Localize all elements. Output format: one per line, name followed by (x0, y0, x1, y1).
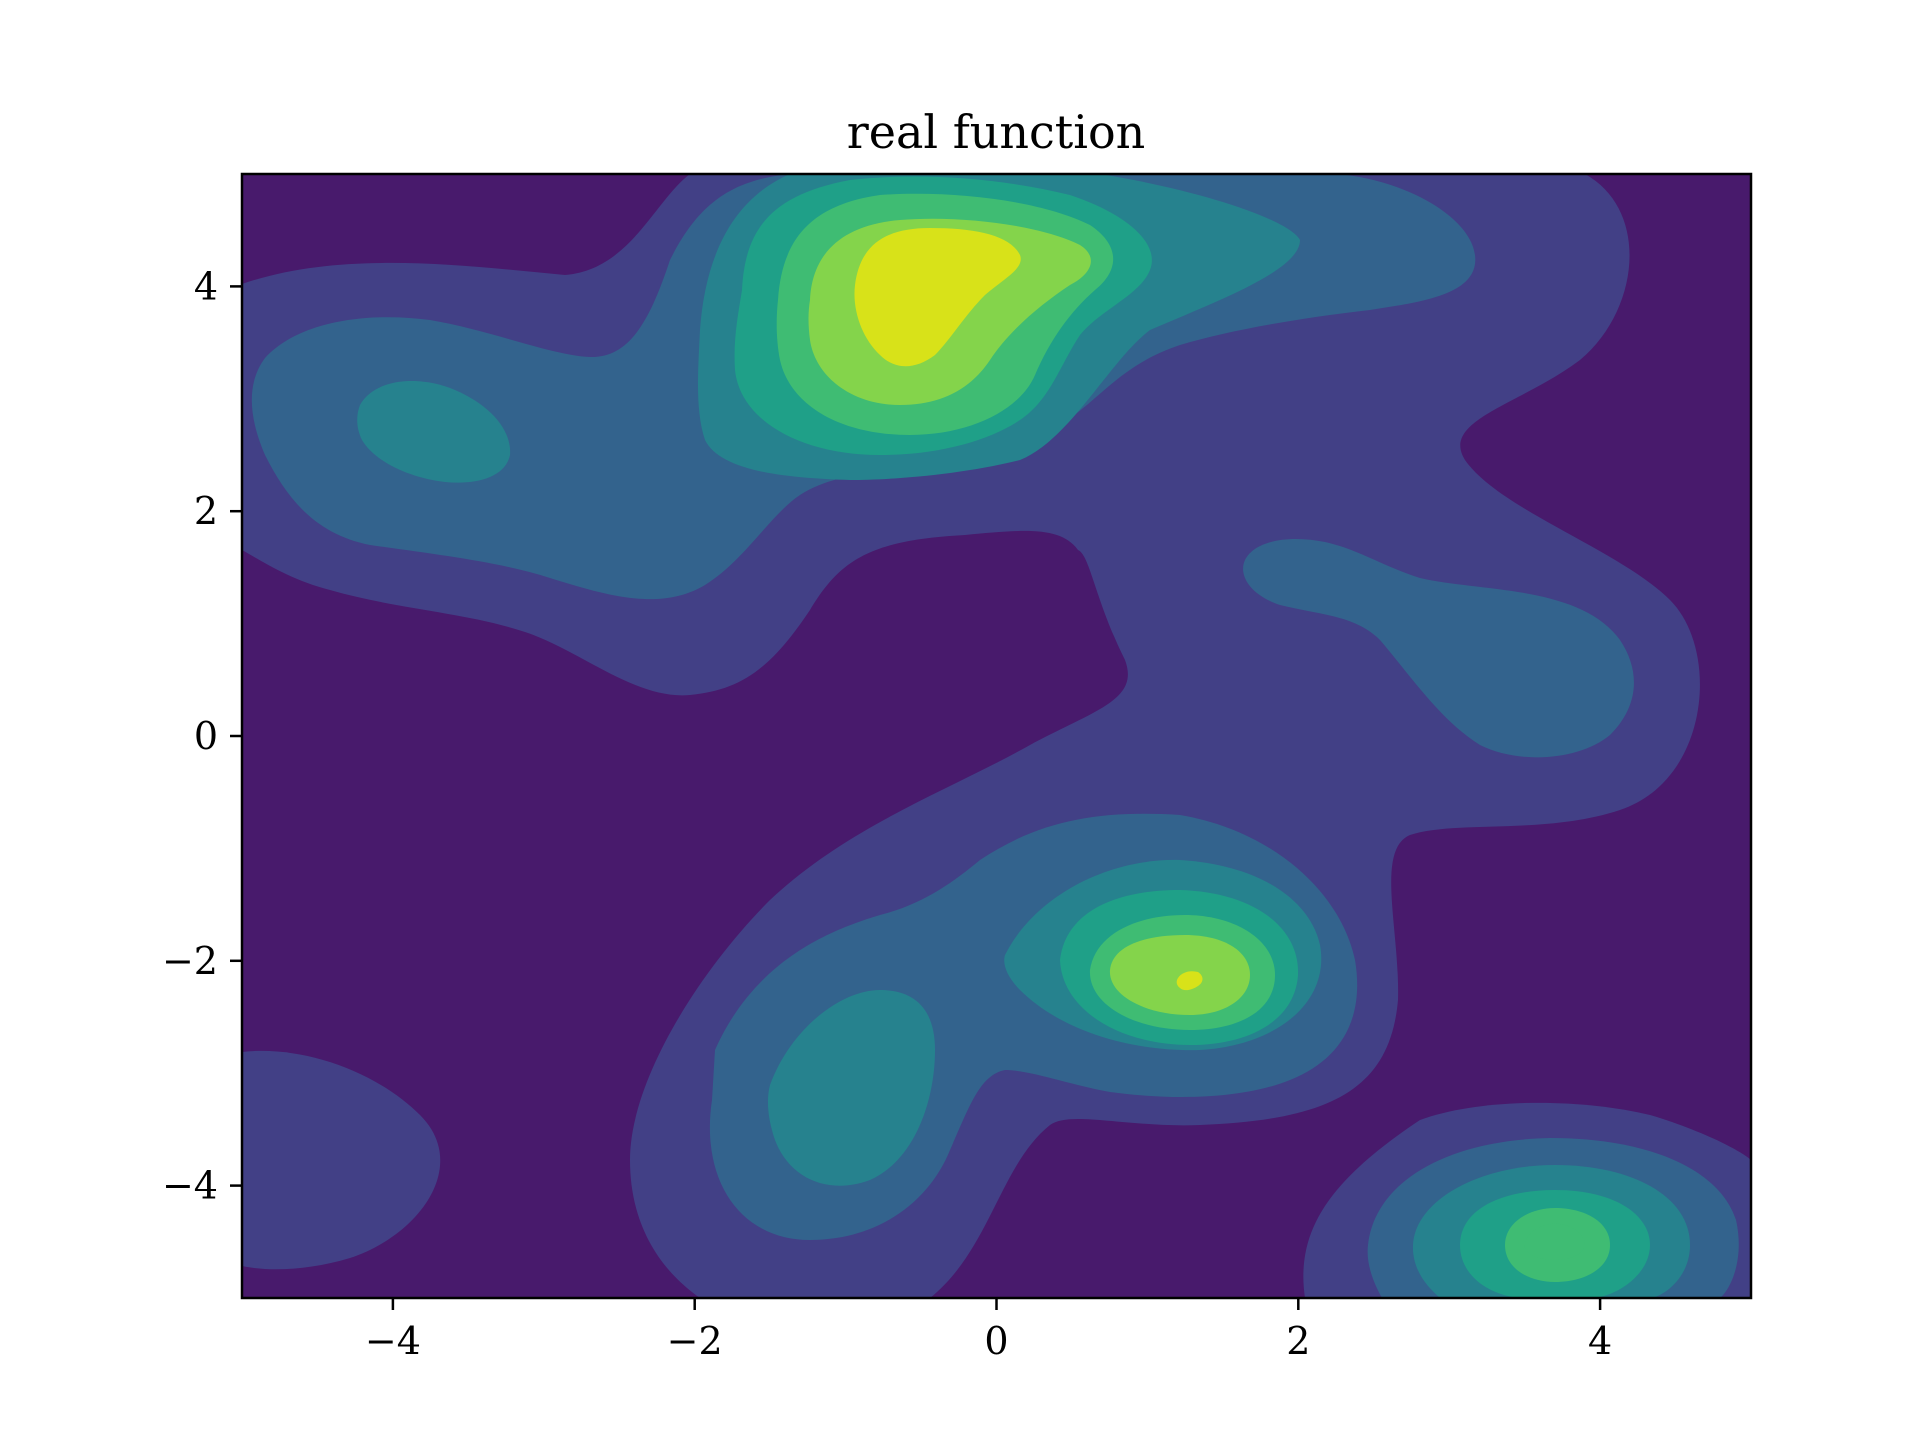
contour-level-3 (357, 381, 511, 483)
contour-level-3 (767, 990, 935, 1186)
contour-level-7 (1176, 971, 1203, 991)
y-tick-label: 2 (194, 489, 218, 533)
plot-area (242, 174, 1751, 1298)
contour-level-6 (1109, 935, 1250, 1015)
x-tick-label: 0 (984, 1319, 1008, 1363)
chart-title: real function (847, 105, 1146, 159)
x-tick-label: −2 (667, 1319, 723, 1363)
y-axis: −4 −2 0 2 4 (162, 264, 242, 1208)
contour-level-7 (854, 228, 1021, 367)
y-tick-label: 4 (194, 264, 218, 308)
y-tick-label: −4 (162, 1164, 218, 1208)
x-axis: −4 −2 0 2 4 (365, 1298, 1612, 1363)
y-tick-label: −2 (162, 939, 218, 983)
contour-level-1 (242, 1050, 441, 1270)
x-tick-label: 4 (1588, 1319, 1612, 1363)
y-tick-label: 0 (194, 714, 218, 758)
contour-level-6 (1524, 1223, 1585, 1260)
contour-level-2 (1243, 539, 1634, 758)
x-tick-label: 2 (1286, 1319, 1310, 1363)
x-tick-label: −4 (365, 1319, 421, 1363)
